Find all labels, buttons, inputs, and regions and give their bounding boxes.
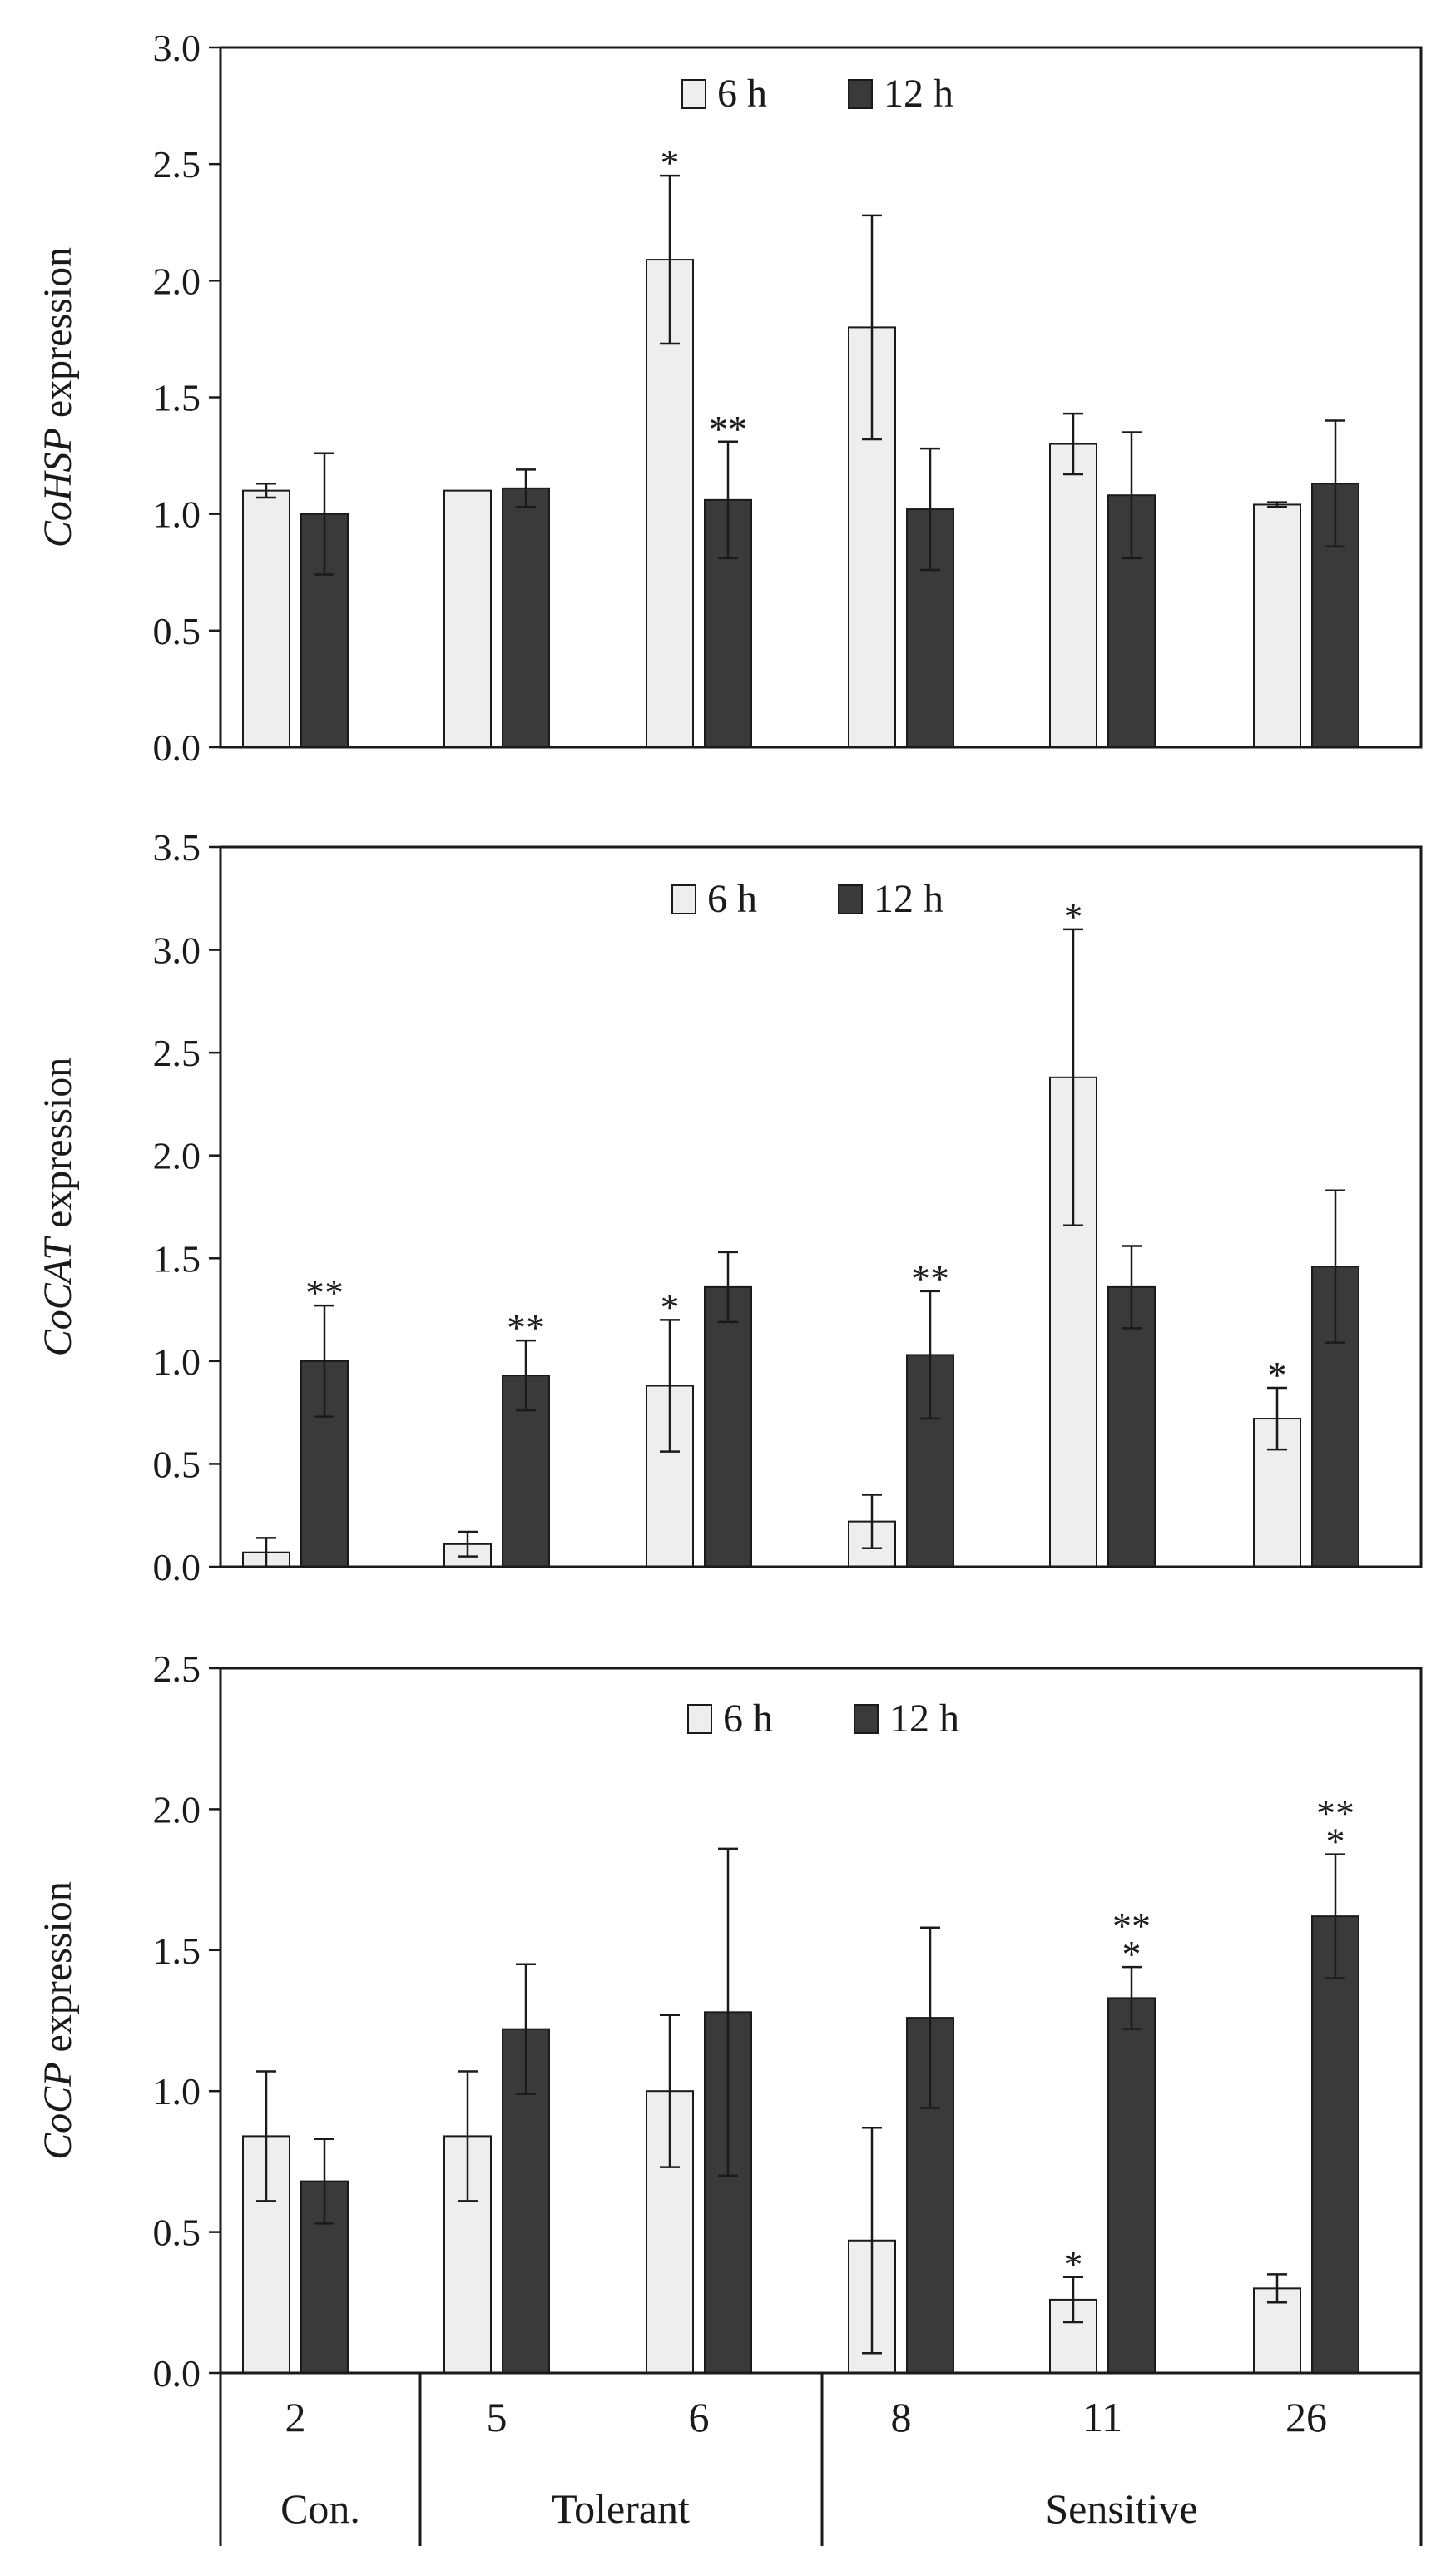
- bar-12h-6: [704, 1286, 752, 1568]
- bar-6h-5: [443, 489, 492, 749]
- y-tick-label: 2.5: [153, 1647, 201, 1690]
- legend-label: 6 h: [723, 1697, 773, 1741]
- legend: 6 h 12 h: [681, 72, 953, 116]
- significance-mark: **: [709, 408, 747, 450]
- bar-12h-26: [1311, 1915, 1359, 2375]
- y-tick-label: 0.5: [153, 610, 201, 652]
- significance-mark: **: [507, 1306, 545, 1349]
- legend: 6 h 12 h: [687, 1697, 959, 1741]
- significance-mark: *: [1268, 1354, 1287, 1396]
- chart-panel-2: 0.0 0.5 1.0 1.5 2.0 2.5 3.0 3.5 CoCAT expression…: [36, 826, 1423, 1588]
- significance-mark: *: [1122, 1933, 1142, 1975]
- legend-label: 6 h: [707, 877, 757, 921]
- legend-label: 12 h: [889, 1697, 959, 1741]
- y-tick-label: 2.0: [153, 1788, 201, 1830]
- x-category-label: 6: [689, 2394, 710, 2440]
- plot-frame: [219, 1667, 1423, 2375]
- y-axis-label: CoHSP expression: [36, 247, 80, 547]
- significance-mark: *: [1064, 895, 1083, 938]
- y-tick-label: 3.0: [153, 27, 201, 69]
- legend-swatch: [681, 79, 706, 109]
- plot-frame: [219, 46, 1423, 749]
- bar-6h-2: [242, 489, 290, 749]
- legend-swatch: [671, 884, 696, 914]
- bar-12h-11: [1107, 1286, 1156, 1568]
- legend: 6 h 12 h: [671, 877, 943, 921]
- y-tick-label: 1.5: [153, 1929, 201, 1972]
- x-category-label: 11: [1082, 2394, 1122, 2440]
- group-label-sensitive: Sensitive: [1045, 2485, 1197, 2532]
- y-tick-label: 0.0: [153, 1546, 201, 1588]
- legend-swatch: [854, 1704, 879, 1734]
- y-tick-label: 3.0: [153, 929, 201, 972]
- y-tick-label: 3.5: [153, 826, 201, 869]
- y-tick-label: 1.0: [153, 493, 201, 536]
- y-axis-label: CoCP expression: [36, 1881, 80, 2160]
- y-tick-label: 1.5: [153, 1237, 201, 1280]
- x-category-label: 8: [891, 2394, 912, 2440]
- significance-mark: **: [1316, 1792, 1354, 1835]
- bar-12h-11: [1107, 1997, 1156, 2374]
- y-tick-label: 0.0: [153, 726, 201, 769]
- y-tick-label: 2.0: [153, 1135, 201, 1177]
- legend-label: 12 h: [874, 877, 943, 921]
- significance-mark: *: [661, 1286, 680, 1328]
- significance-mark: *: [1326, 1821, 1345, 1863]
- significance-mark: *: [661, 141, 680, 184]
- category-table: 2 5 6 8 11 26 Con. Tolerant Sensitive: [219, 2373, 1423, 2546]
- bar-6h-11: [1049, 443, 1097, 748]
- significance-mark: *: [1064, 2243, 1083, 2286]
- y-tick-label: 0.0: [153, 2352, 201, 2395]
- legend-label: 6 h: [717, 72, 767, 116]
- y-tick-label: 1.0: [153, 1340, 201, 1383]
- legend-swatch: [838, 884, 863, 914]
- legend-swatch: [687, 1704, 712, 1734]
- bar-6h-26: [1253, 503, 1301, 748]
- bar-12h-5: [502, 487, 550, 749]
- y-tick-label: 2.5: [153, 1032, 201, 1074]
- x-category-label: 2: [285, 2394, 306, 2440]
- legend-label: 12 h: [884, 72, 953, 116]
- significance-mark: **: [305, 1271, 344, 1314]
- y-axis-label: CoCAT expression: [36, 1058, 80, 1357]
- x-category-label: 5: [487, 2394, 508, 2440]
- group-label-con: Con.: [280, 2485, 360, 2532]
- y-tick-label: 0.5: [153, 1443, 201, 1485]
- x-category-label: 26: [1285, 2394, 1327, 2440]
- significance-mark: **: [1112, 1905, 1151, 1947]
- significance-mark: **: [911, 1257, 949, 1300]
- y-tick-label: 2.5: [153, 143, 201, 186]
- y-tick-label: 2.0: [153, 260, 201, 302]
- group-label-tolerant: Tolerant: [552, 2485, 690, 2532]
- y-tick-label: 1.0: [153, 2070, 201, 2113]
- legend-swatch: [848, 79, 873, 109]
- y-tick-label: 0.5: [153, 2212, 201, 2254]
- y-tick-label: 1.5: [153, 377, 201, 419]
- plot-frame: [219, 845, 1423, 1568]
